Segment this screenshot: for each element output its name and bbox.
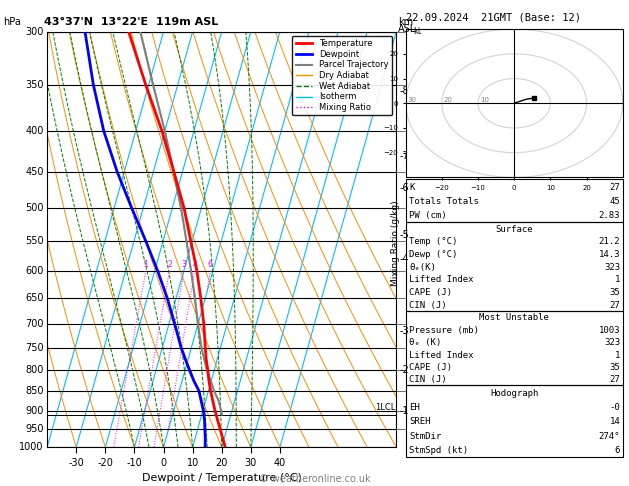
Text: 27: 27 [610,375,620,384]
Text: 1: 1 [143,260,148,269]
Text: © weatheronline.co.uk: © weatheronline.co.uk [259,473,370,484]
Text: 27: 27 [610,301,620,310]
Text: 650: 650 [25,294,43,303]
Text: -3: -3 [399,326,409,336]
Text: 27: 27 [610,183,620,191]
Text: 2: 2 [167,260,172,269]
Text: CIN (J): CIN (J) [409,301,447,310]
Text: kt: kt [413,27,421,36]
Text: PW (cm): PW (cm) [409,211,447,220]
Text: CAPE (J): CAPE (J) [409,363,452,372]
Text: 500: 500 [25,203,43,213]
Text: -5: -5 [399,230,409,240]
Text: CIN (J): CIN (J) [409,375,447,384]
Text: Dewp (°C): Dewp (°C) [409,250,458,259]
Text: 14: 14 [610,417,620,426]
Text: -6: -6 [399,183,409,193]
Text: 1000: 1000 [19,442,43,452]
Text: EH: EH [409,403,420,412]
Text: -1: -1 [399,406,409,416]
X-axis label: Dewpoint / Temperature (°C): Dewpoint / Temperature (°C) [142,473,302,483]
Text: Surface: Surface [496,225,533,234]
Text: -8: -8 [399,86,409,96]
Legend: Temperature, Dewpoint, Parcel Trajectory, Dry Adiabat, Wet Adiabat, Isotherm, Mi: Temperature, Dewpoint, Parcel Trajectory… [292,36,392,115]
Text: 900: 900 [25,406,43,416]
Text: 600: 600 [25,266,43,276]
Text: θₑ (K): θₑ (K) [409,338,442,347]
Text: 14.3: 14.3 [599,250,620,259]
Text: 323: 323 [604,263,620,272]
Text: 45: 45 [610,197,620,206]
Text: 20: 20 [443,97,452,103]
Text: CAPE (J): CAPE (J) [409,288,452,297]
Text: 323: 323 [604,338,620,347]
Text: 35: 35 [610,363,620,372]
Text: 10: 10 [480,97,489,103]
Text: K: K [409,183,415,191]
Text: 450: 450 [25,167,43,176]
Text: Mixing Ratio (g/kg): Mixing Ratio (g/kg) [391,200,399,286]
Text: 1: 1 [615,350,620,360]
Text: 6: 6 [208,260,213,269]
Text: Lifted Index: Lifted Index [409,350,474,360]
Text: Hodograph: Hodograph [490,389,538,398]
Text: Pressure (mb): Pressure (mb) [409,326,479,335]
Text: 550: 550 [25,236,43,246]
Text: Lifted Index: Lifted Index [409,276,474,284]
Text: 850: 850 [25,386,43,396]
Text: 750: 750 [25,343,43,353]
Text: 43°37'N  13°22'E  119m ASL: 43°37'N 13°22'E 119m ASL [44,17,218,27]
Text: 35: 35 [610,288,620,297]
Text: StmSpd (kt): StmSpd (kt) [409,446,469,455]
Text: -2: -2 [399,365,409,375]
Text: Temp (°C): Temp (°C) [409,237,458,246]
Text: 950: 950 [25,424,43,434]
Text: 1: 1 [615,276,620,284]
Text: 4: 4 [192,260,197,269]
Text: 21.2: 21.2 [599,237,620,246]
Text: 1LCL: 1LCL [375,403,396,413]
Text: 350: 350 [25,80,43,90]
Text: 800: 800 [25,365,43,375]
Text: -0: -0 [610,403,620,412]
Text: 1003: 1003 [599,326,620,335]
Text: Totals Totals: Totals Totals [409,197,479,206]
Text: -4: -4 [399,254,409,264]
Text: Most Unstable: Most Unstable [479,313,549,322]
Text: 700: 700 [25,319,43,329]
Text: km: km [398,17,413,27]
Text: θₑ(K): θₑ(K) [409,263,437,272]
Text: StmDir: StmDir [409,432,442,441]
Text: 2.83: 2.83 [599,211,620,220]
Text: 300: 300 [25,27,43,36]
Text: 3: 3 [182,260,186,269]
Text: 400: 400 [25,126,43,136]
Text: SREH: SREH [409,417,431,426]
Text: 274°: 274° [599,432,620,441]
Text: 30: 30 [408,97,416,103]
Text: hPa: hPa [3,17,21,27]
Text: ASL: ASL [398,24,416,35]
Text: 22.09.2024  21GMT (Base: 12): 22.09.2024 21GMT (Base: 12) [406,12,581,22]
Text: 6: 6 [615,446,620,455]
Text: -7: -7 [399,151,409,161]
